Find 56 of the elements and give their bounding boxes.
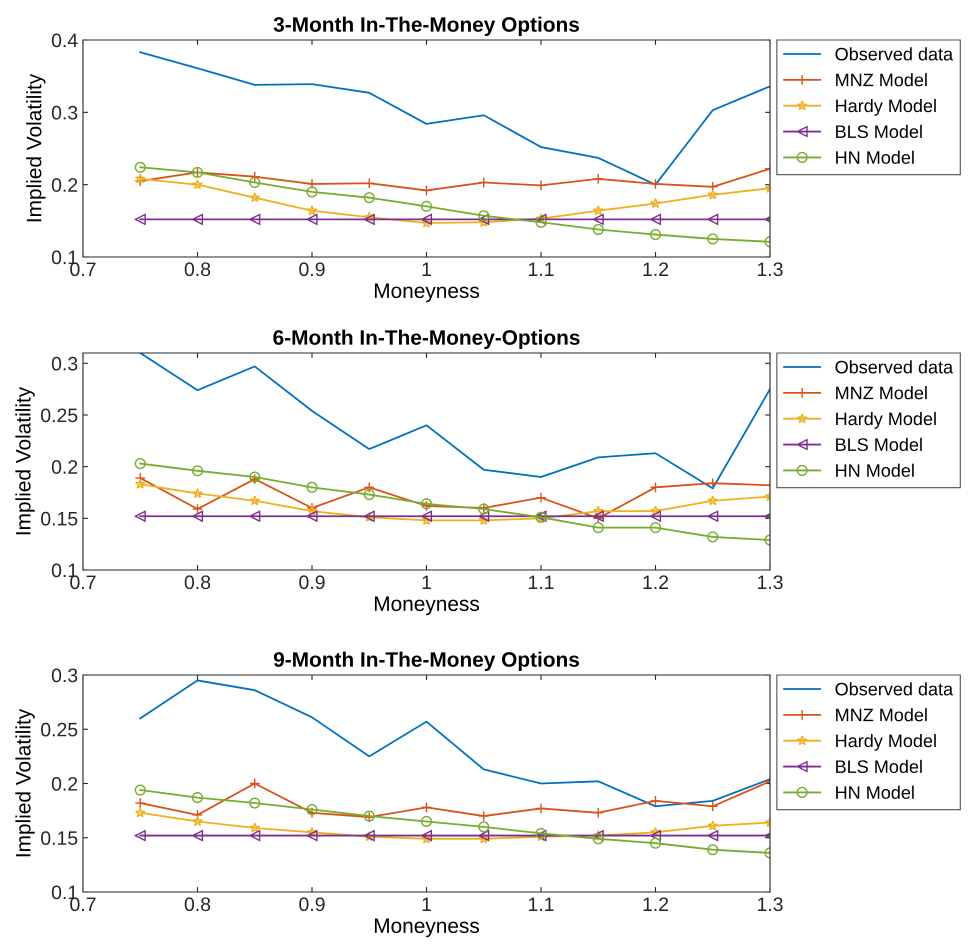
- x-tick-label: 0.9: [299, 575, 325, 590]
- chart-title: 9-Month In-The-Money Options: [274, 652, 579, 671]
- legend-label: MNZ Model: [836, 708, 927, 722]
- x-tick-label: 1.1: [528, 262, 554, 276]
- x-axis-title: Moneyness: [374, 596, 480, 616]
- x-axis-title: Moneyness: [374, 284, 480, 302]
- chart-title: 3-Month In-The-Money Options: [274, 16, 579, 36]
- y-tick-label: 0.25: [41, 408, 78, 422]
- y-tick-label: 0.3: [52, 106, 78, 120]
- x-tick-label: 1.1: [528, 898, 554, 911]
- y-tick-label: 0.1: [52, 885, 78, 900]
- x-tick-label: 1.2: [643, 897, 668, 911]
- y-tick-label: 0.2: [52, 178, 78, 192]
- y-tick-label: 0.1: [52, 250, 78, 264]
- x-tick-label: 1.2: [643, 575, 668, 589]
- x-tick-label: 1.3: [758, 575, 783, 590]
- legend-label: BLS Model: [836, 438, 922, 452]
- x-tick-label: 1.3: [758, 262, 783, 276]
- legend-label: Observed data: [836, 360, 954, 374]
- y-tick-label: 0.2: [52, 460, 78, 474]
- y-axis-title: Implied Volatility: [26, 74, 46, 222]
- x-tick-label: 0.8: [184, 262, 210, 276]
- x-axis-title: Moneyness: [374, 918, 480, 938]
- y-tick-label: 0.1: [52, 563, 78, 578]
- y-tick-label: 0.4: [52, 33, 78, 48]
- chart-title: 6-Month In-The-Money-Options: [273, 330, 580, 349]
- y-tick-label: 0.3: [52, 668, 78, 682]
- x-tick-label: 1.2: [643, 262, 668, 276]
- legend-label: Observed data: [836, 682, 954, 696]
- y-tick-label: 0.2: [52, 776, 78, 791]
- x-tick-label: 1: [422, 262, 431, 276]
- legend-label: HN Model: [836, 150, 914, 164]
- x-tick-label: 1.3: [758, 897, 783, 912]
- legend-label: MNZ Model: [836, 386, 927, 400]
- legend-label: Hardy Model: [836, 734, 936, 751]
- y-tick-label: 0.15: [41, 831, 78, 845]
- x-tick-label: 0.8: [184, 575, 210, 590]
- legend-label: Hardy Model: [836, 412, 936, 429]
- legend-label: MNZ Model: [836, 73, 927, 86]
- legend-label: Observed data: [836, 47, 954, 60]
- legend-label: BLS Model: [836, 124, 922, 138]
- y-tick-label: 0.25: [41, 722, 78, 736]
- y-tick-label: 0.15: [41, 512, 78, 526]
- y-axis-title: Implied Volatility: [15, 708, 35, 856]
- x-tick-label: 1: [422, 576, 431, 589]
- x-tick-label: 0.9: [299, 262, 325, 276]
- x-tick-label: 0.9: [299, 897, 325, 912]
- legend-label: HN Model: [836, 464, 914, 477]
- legend-label: BLS Model: [836, 760, 922, 774]
- x-tick-label: 1.1: [528, 576, 554, 589]
- x-tick-label: 1: [422, 898, 431, 911]
- x-tick-label: 0.8: [184, 897, 210, 912]
- legend-label: Hardy Model: [836, 98, 936, 116]
- y-axis-title: Implied Volatility: [15, 386, 35, 534]
- y-tick-label: 0.3: [52, 356, 78, 371]
- legend-label: HN Model: [836, 786, 914, 799]
